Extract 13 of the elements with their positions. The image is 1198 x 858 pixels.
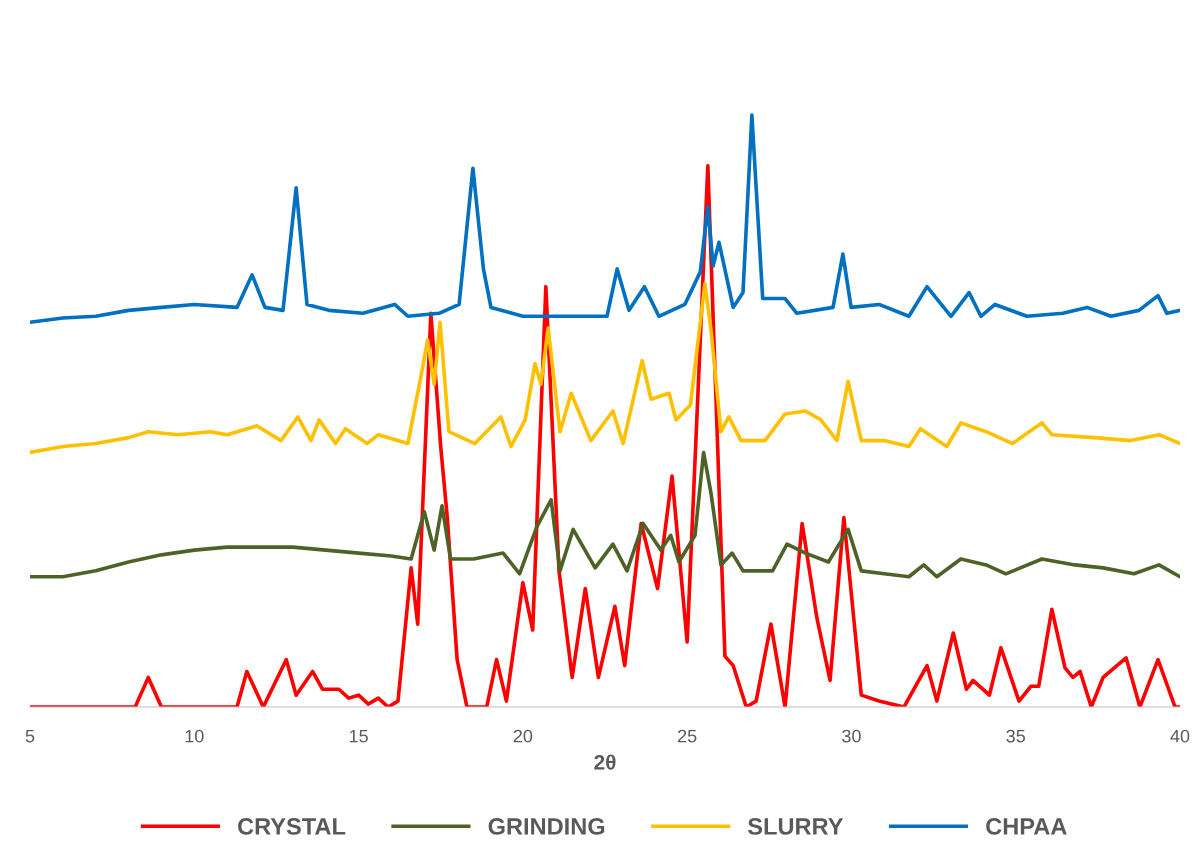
legend-label: CRYSTAL (238, 818, 346, 835)
legend-label: GRINDING (488, 818, 605, 835)
x-tick-label: 10 (185, 729, 204, 743)
x-tick-label: 5 (25, 729, 35, 743)
x-tick-label: 25 (678, 729, 697, 743)
x-tick-label: 30 (842, 729, 861, 743)
x-tick-label: 40 (1170, 729, 1190, 743)
x-axis-title: 2θ (594, 754, 616, 770)
legend-label: CHPAA (986, 818, 1067, 835)
x-tick-label: 15 (349, 729, 368, 743)
x-tick-label: 20 (513, 729, 533, 743)
legend-label: SLURRY (747, 818, 844, 835)
x-tick-label: 35 (1006, 729, 1025, 743)
